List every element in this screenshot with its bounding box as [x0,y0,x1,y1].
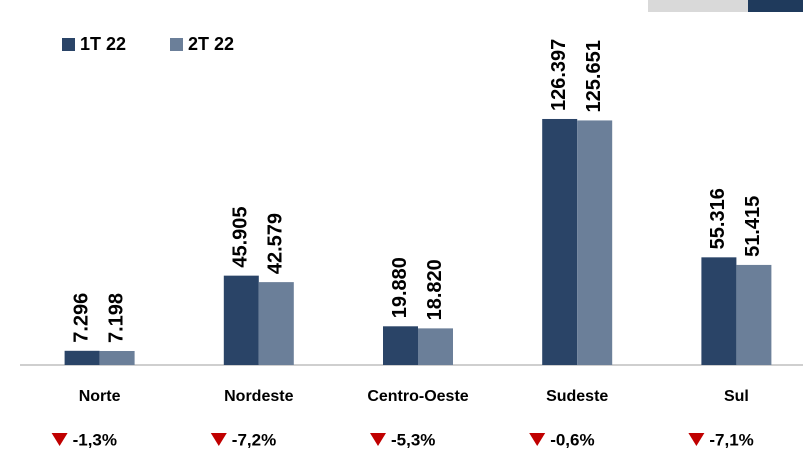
change-label: -7,2% [232,430,276,449]
bar [736,264,772,365]
data-label: 55.316 [707,188,729,249]
legend-swatch [170,38,183,51]
data-label: 18.820 [424,259,446,320]
bar [577,120,613,365]
x-tick-label: Sul [724,388,749,405]
bar [418,328,453,365]
legend-swatch [62,38,75,51]
x-tick-label: Centro-Oeste [367,388,468,405]
header-decoration [748,0,803,12]
change-label: -7,1% [709,430,753,449]
change-indicator [529,433,546,446]
data-label: 7.198 [105,293,127,343]
change-indicator [51,433,68,446]
bar [258,282,294,365]
x-tick-label: Sudeste [546,388,608,405]
change-indicator [210,433,227,446]
header-decoration [648,0,748,12]
x-tick-label: Nordeste [224,388,293,405]
data-label: 42.579 [265,213,287,274]
change-indicator [688,433,705,446]
bar [701,257,737,365]
legend-label: 2T 22 [188,34,234,54]
bar [542,118,578,365]
data-label: 19.880 [389,257,411,318]
data-label: 7.296 [70,293,92,343]
data-label: 125.651 [583,40,605,112]
data-label: 126.397 [548,39,570,111]
data-label: 45.905 [230,206,252,267]
bar [64,350,100,365]
legend-label: 1T 22 [80,34,126,54]
change-label: -5,3% [391,430,435,449]
bar [223,275,259,365]
bar [99,350,135,365]
change-label: -0,6% [550,430,594,449]
x-tick-label: Norte [79,388,121,405]
change-label: -1,3% [73,430,117,449]
change-indicator [370,433,386,446]
data-label: 51.415 [742,196,764,257]
bar [383,326,418,365]
